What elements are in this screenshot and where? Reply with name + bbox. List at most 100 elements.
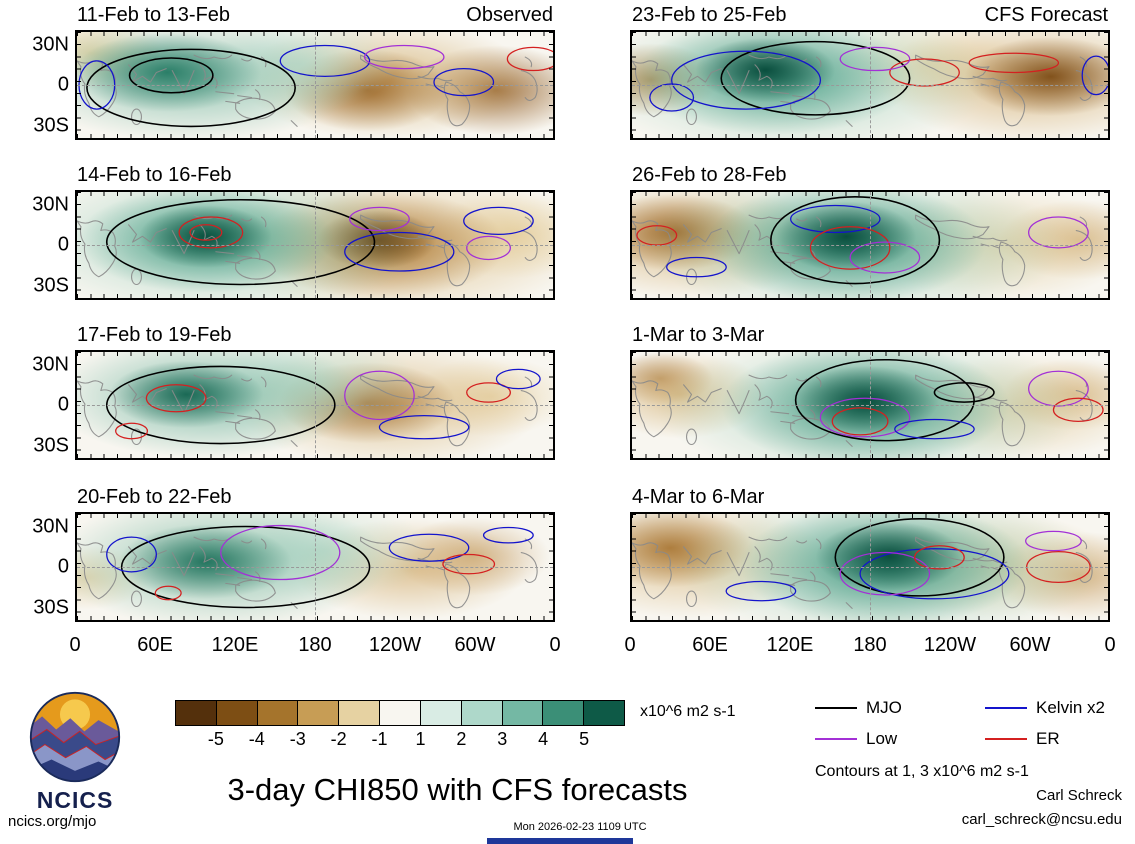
x-axis-label: 120E	[766, 634, 814, 656]
panel-corner-label: Observed	[466, 4, 553, 26]
legend-item: Kelvin x2	[985, 698, 1105, 717]
y-axis-label: 30S	[33, 274, 69, 297]
right-axis-ticks	[1104, 32, 1108, 138]
legend-label: ER	[1036, 729, 1060, 748]
right-axis-ticks	[1104, 192, 1108, 298]
map-frame	[630, 512, 1110, 622]
y-axis-label: 0	[57, 73, 69, 96]
colorbar-segment	[380, 701, 421, 725]
y-axis-label: 30N	[32, 33, 69, 56]
map-panel: 1-Mar to 3-Mar	[630, 324, 1110, 464]
x-axis-label: 180	[298, 634, 332, 656]
dateline-gridline	[870, 352, 871, 458]
x-axis-label: 0	[624, 634, 636, 656]
legend-line-swatch	[985, 738, 1027, 740]
map-panel: 23-Feb to 25-Feb CFS Forecast	[630, 4, 1110, 144]
left-axis-ticks	[632, 514, 636, 620]
y-axis-label: 30S	[33, 434, 69, 457]
bottom-axis-ticks	[77, 294, 553, 298]
x-axis-label: 60E	[692, 634, 728, 656]
right-axis-ticks	[549, 352, 553, 458]
x-axis-label: 120W	[368, 634, 422, 656]
colorbar-tick-label: -3	[289, 729, 306, 749]
panel-corner-label: CFS Forecast	[984, 4, 1108, 26]
bottom-axis-ticks	[77, 616, 553, 620]
y-axis-label: 30N	[32, 353, 69, 376]
top-axis-ticks	[632, 352, 1108, 356]
bottom-axis-ticks	[632, 454, 1108, 458]
colorbar-tick-label: -2	[330, 729, 347, 749]
colorbar-segment	[298, 701, 340, 725]
top-axis-ticks	[77, 352, 553, 356]
figure-title: 3-day CHI850 with CFS forecasts	[227, 772, 688, 807]
right-axis-ticks	[1104, 352, 1108, 458]
left-axis-ticks	[632, 192, 636, 298]
panel-title: 23-Feb to 25-Feb	[632, 4, 787, 26]
panel-title: 26-Feb to 28-Feb	[632, 164, 787, 186]
map-panel: 20-Feb to 22-Feb 30N 0 30S	[32, 486, 555, 626]
map-panel: 14-Feb to 16-Feb 30N 0 30S	[32, 164, 555, 304]
dateline-gridline	[870, 514, 871, 620]
map-panel: 26-Feb to 28-Feb	[630, 164, 1110, 304]
legend-item: MJO	[815, 698, 902, 717]
contour-lines	[78, 44, 553, 128]
map-frame	[630, 30, 1110, 140]
x-axis-label: 0	[549, 634, 561, 656]
map-panel: 17-Feb to 19-Feb 30N 0 30S	[32, 324, 555, 464]
left-axis-ticks	[632, 32, 636, 138]
left-axis-ticks	[77, 352, 81, 458]
y-axis-label: 0	[57, 555, 69, 578]
top-axis-ticks	[77, 32, 553, 36]
map-frame	[630, 350, 1110, 460]
colorbar	[175, 700, 625, 726]
bottom-axis-ticks	[77, 454, 553, 458]
credit-email-link[interactable]: carl_schreck@ncsu.edu	[961, 811, 1122, 828]
top-axis-ticks	[77, 514, 553, 518]
map-frame	[75, 512, 555, 622]
left-axis-ticks	[77, 32, 81, 138]
dateline-gridline	[870, 32, 871, 138]
colorbar-segment	[584, 701, 624, 725]
ncics-logo-label: NCICS	[36, 787, 114, 813]
colorbar-tick-label: 4	[538, 729, 549, 749]
x-axis-label: 60E	[137, 634, 173, 656]
contour-lines	[794, 358, 1104, 442]
y-axis-label: 30S	[33, 114, 69, 137]
legend-label: Low	[866, 729, 898, 748]
top-axis-ticks	[632, 32, 1108, 36]
y-axis-label: 0	[57, 393, 69, 416]
dateline-gridline	[870, 192, 871, 298]
legend-label: MJO	[866, 698, 902, 717]
bottom-axis-ticks	[632, 616, 1108, 620]
right-axis-ticks	[549, 514, 553, 620]
right-axis-ticks	[549, 192, 553, 298]
colorbar-tick-label: 5	[579, 729, 590, 749]
generation-timestamp: Mon 2026-02-23 1109 UTC	[513, 821, 647, 833]
contour-lines	[636, 196, 1089, 285]
map-frame	[75, 350, 555, 460]
legend-item: ER	[985, 729, 1060, 748]
top-axis-ticks	[77, 192, 553, 196]
legend-line-swatch	[985, 707, 1027, 709]
left-axis-ticks	[632, 352, 636, 458]
dateline-gridline	[315, 352, 316, 458]
map-panel: 4-Mar to 6-Mar	[630, 486, 1110, 626]
colorbar-units-label: x10^6 m2 s-1	[640, 703, 736, 720]
x-axis-label: 0	[69, 634, 81, 656]
x-axis-label: 60W	[454, 634, 496, 656]
map-frame	[630, 190, 1110, 300]
left-axis-ticks	[77, 192, 81, 298]
y-axis-label: 30N	[32, 193, 69, 216]
colorbar-tick-label: -1	[371, 729, 388, 749]
panel-title: 1-Mar to 3-Mar	[632, 324, 765, 346]
x-axis-label: 60W	[1009, 634, 1051, 656]
site-link[interactable]: ncics.org/mjo	[8, 813, 97, 830]
top-axis-ticks	[632, 192, 1108, 196]
y-axis-label: 30S	[33, 596, 69, 619]
contour-interval-note: Contours at 1, 3 x10^6 m2 s-1	[815, 763, 1029, 780]
panel-title: 17-Feb to 19-Feb	[77, 324, 232, 346]
dateline-gridline	[315, 192, 316, 298]
credit-name: Carl Schreck	[1036, 787, 1122, 804]
colorbar-segment	[502, 701, 544, 725]
